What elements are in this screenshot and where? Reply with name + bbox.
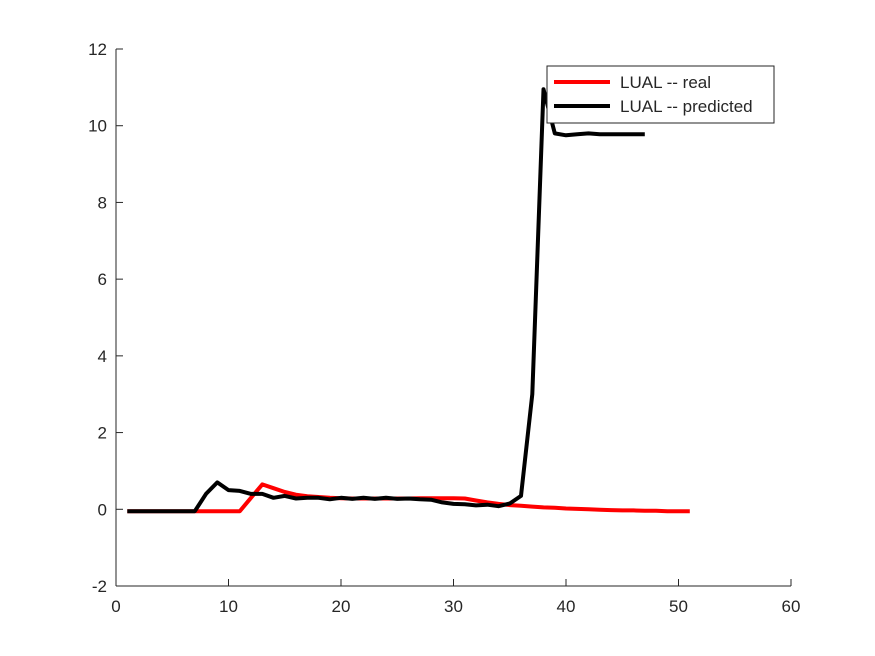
x-tick-label: 50 [669,597,688,616]
x-tick-label: 60 [782,597,801,616]
y-tick-label: 12 [88,40,107,59]
y-tick-label: 0 [98,500,107,519]
legend-label: LUAL -- real [620,73,711,92]
legend-box [546,65,775,124]
x-tick-label: 40 [557,597,576,616]
y-tick-label: 6 [98,270,107,289]
x-tick-label: 30 [444,597,463,616]
y-tick-label: -2 [92,577,107,596]
x-tick-label: 0 [111,597,120,616]
x-tick-label: 20 [332,597,351,616]
series-line-predicted [127,87,645,514]
legend-label: LUAL -- predicted [620,97,753,116]
x-tick-label: 10 [219,597,238,616]
series-lines [127,87,690,514]
y-tick-label: 10 [88,117,107,136]
y-tick-label: 2 [98,424,107,443]
y-tick-label: 8 [98,193,107,212]
y-tick-label: 4 [98,347,107,366]
legend: LUAL -- real LUAL -- predicted [546,65,775,124]
